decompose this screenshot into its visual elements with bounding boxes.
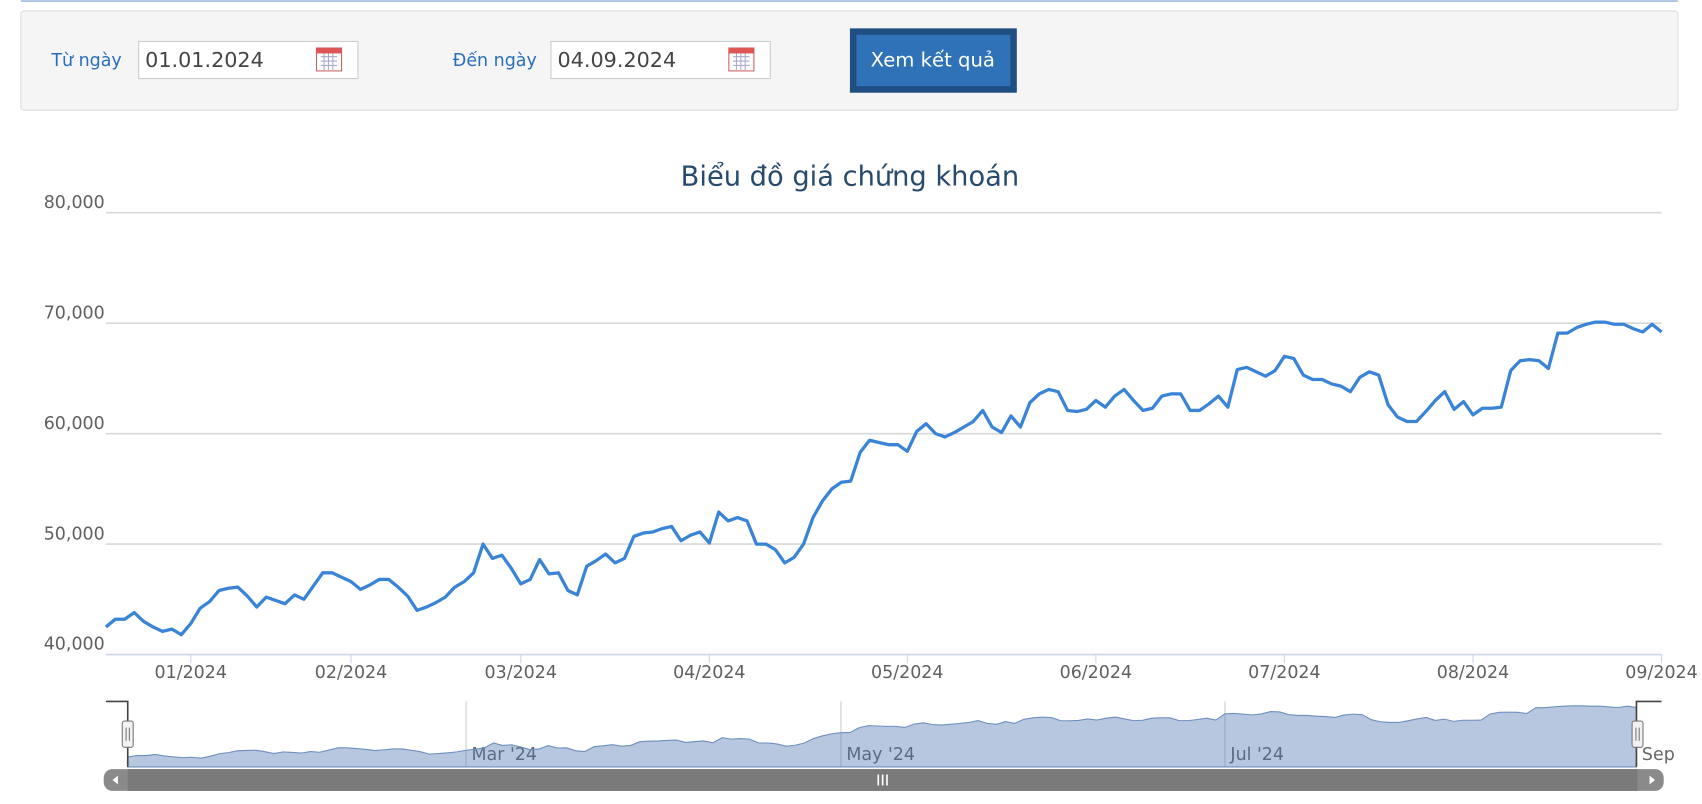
x-tick-label: 05/2024 — [871, 663, 943, 683]
handle-grip — [125, 727, 130, 741]
submit-button-label: Xem kết quả — [871, 49, 995, 72]
to-value: 04.09.2024 — [558, 48, 677, 72]
navigator-labels: Mar '24 May '24 Jul '24 Sep '24 — [472, 745, 1702, 765]
y-tick-label: 60,000 — [44, 414, 105, 434]
navigator-handle[interactable] — [1631, 720, 1644, 748]
scrollbar-grip — [877, 774, 888, 786]
from-label: Từ ngày — [50, 51, 121, 71]
x-tick-label: 02/2024 — [315, 663, 387, 683]
y-tick-label: 70,000 — [44, 303, 105, 323]
to-label: Đến ngày — [453, 50, 537, 71]
filter-panel — [20, 10, 1679, 111]
navigator-label: Sep '24 — [1642, 745, 1702, 765]
navigator-label: Jul '24 — [1229, 745, 1284, 765]
plot: 40,000 50,000 60,000 70,000 80,000 01/2024 02/… — [44, 193, 1698, 683]
x-tick-label: 08/2024 — [1437, 663, 1509, 683]
from-value: 01.01.2024 — [145, 48, 264, 72]
y-tick-label: 80,000 — [44, 193, 105, 213]
x-tick-label: 06/2024 — [1060, 663, 1132, 683]
x-tick-label: 04/2024 — [673, 663, 745, 683]
calendar-header — [316, 48, 342, 54]
navigator: Mar '24 May '24 Jul '24 Sep '24 — [103, 700, 1702, 791]
y-tick-label: 50,000 — [44, 524, 105, 544]
x-tick-label: 01/2024 — [155, 663, 227, 683]
navigator-area — [127, 705, 1637, 768]
scroll-right-arrow[interactable] — [1649, 775, 1655, 785]
to-calendar-icon[interactable] — [728, 47, 755, 72]
calendar-grid — [733, 53, 750, 70]
submit-button-face — [856, 34, 1011, 87]
navigator-label: May '24 — [846, 745, 915, 765]
x-tick-label: 07/2024 — [1248, 663, 1320, 683]
chart-title: Biểu đồ giá chứng khoán — [681, 161, 1019, 192]
price-line — [104, 320, 1663, 637]
calendar-header — [728, 48, 754, 54]
navigator-handle[interactable] — [121, 720, 134, 748]
handle-grip — [1635, 727, 1640, 741]
navigator-label: Mar '24 — [472, 745, 537, 765]
scroll-left-arrow[interactable] — [112, 775, 118, 785]
x-tick-label: 09/2024 — [1625, 663, 1697, 683]
from-calendar-icon[interactable] — [315, 47, 343, 72]
y-tick-label: 40,000 — [44, 635, 105, 655]
x-tick-label: 03/2024 — [485, 663, 557, 683]
calendar-grid — [320, 53, 338, 70]
